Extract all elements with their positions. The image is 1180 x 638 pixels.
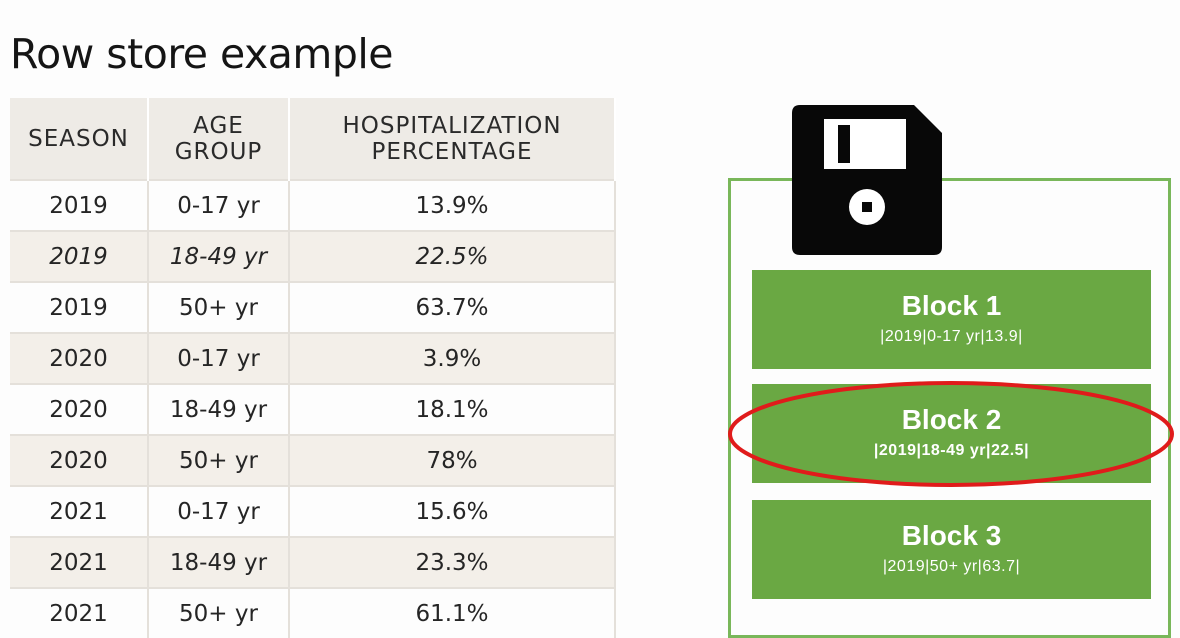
cell-percentage: 61.1% xyxy=(289,587,616,638)
table-row: 2020 0-17 yr 3.9% xyxy=(10,332,616,384)
cell-age-group: 18-49 yr xyxy=(148,383,290,435)
cell-percentage: 18.1% xyxy=(289,383,616,435)
storage-block-3: Block 3 |2019|50+ yr|63.7| xyxy=(752,500,1151,599)
table-row: 2019 0-17 yr 13.9% xyxy=(10,179,616,231)
cell-age-group: 0-17 yr xyxy=(148,179,290,231)
cell-age-group: 18-49 yr xyxy=(148,536,290,588)
table-row: 2020 50+ yr 78% xyxy=(10,434,616,486)
cell-season: 2021 xyxy=(10,485,149,537)
table-row: 2021 50+ yr 61.1% xyxy=(10,587,616,638)
storage-block-1: Block 1 |2019|0-17 yr|13.9| xyxy=(752,270,1151,369)
cell-age-group: 18-49 yr xyxy=(148,230,290,282)
storage-block-2: Block 2 |2019|18-49 yr|22.5| xyxy=(752,384,1151,483)
block-name: Block 2 xyxy=(901,404,1002,435)
cell-season: 2020 xyxy=(10,383,149,435)
cell-season: 2019 xyxy=(10,230,149,282)
block-name: Block 1 xyxy=(901,290,1002,321)
cell-age-group: 50+ yr xyxy=(148,281,290,333)
table-header-row: SEASON AGE GROUP HOSPITALIZATION PERCENTAG… xyxy=(10,98,616,180)
cell-percentage: 23.3% xyxy=(289,536,616,588)
cell-season: 2019 xyxy=(10,179,149,231)
cell-percentage: 15.6% xyxy=(289,485,616,537)
table-row: 2021 18-49 yr 23.3% xyxy=(10,536,616,588)
cell-percentage: 13.9% xyxy=(289,179,616,231)
cell-percentage: 78% xyxy=(289,434,616,486)
block-row-data: |2019|0-17 yr|13.9| xyxy=(880,328,1023,345)
table-row: 2019 50+ yr 63.7% xyxy=(10,281,616,333)
cell-percentage: 63.7% xyxy=(289,281,616,333)
cell-age-group: 50+ yr xyxy=(148,587,290,638)
highlight-ellipse xyxy=(728,381,1174,487)
cell-season: 2019 xyxy=(10,281,149,333)
cell-season: 2021 xyxy=(10,536,149,588)
cell-age-group: 0-17 yr xyxy=(148,485,290,537)
table-row-highlighted: 2019 18-49 yr 22.5% xyxy=(10,230,616,282)
slide-title: Row store example xyxy=(10,30,394,78)
cell-season: 2020 xyxy=(10,434,149,486)
header-age-group: AGE GROUP xyxy=(148,98,290,180)
block-row-data: |2019|18-49 yr|22.5| xyxy=(873,442,1030,459)
cell-percentage: 22.5% xyxy=(289,230,616,282)
cell-age-group: 50+ yr xyxy=(148,434,290,486)
floppy-disk-icon xyxy=(792,105,942,255)
table-row: 2020 18-49 yr 18.1% xyxy=(10,383,616,435)
block-row-data: |2019|50+ yr|63.7| xyxy=(882,558,1021,575)
cell-percentage: 3.9% xyxy=(289,332,616,384)
header-hospitalization-percentage: HOSPITALIZATION PERCENTAGE xyxy=(289,98,616,180)
table-row: 2021 0-17 yr 15.6% xyxy=(10,485,616,537)
header-season: SEASON xyxy=(10,98,149,180)
cell-age-group: 0-17 yr xyxy=(148,332,290,384)
cell-season: 2021 xyxy=(10,587,149,638)
data-table: SEASON AGE GROUP HOSPITALIZATION PERCENTAG… xyxy=(10,98,616,638)
cell-season: 2020 xyxy=(10,332,149,384)
block-name: Block 3 xyxy=(901,520,1002,551)
